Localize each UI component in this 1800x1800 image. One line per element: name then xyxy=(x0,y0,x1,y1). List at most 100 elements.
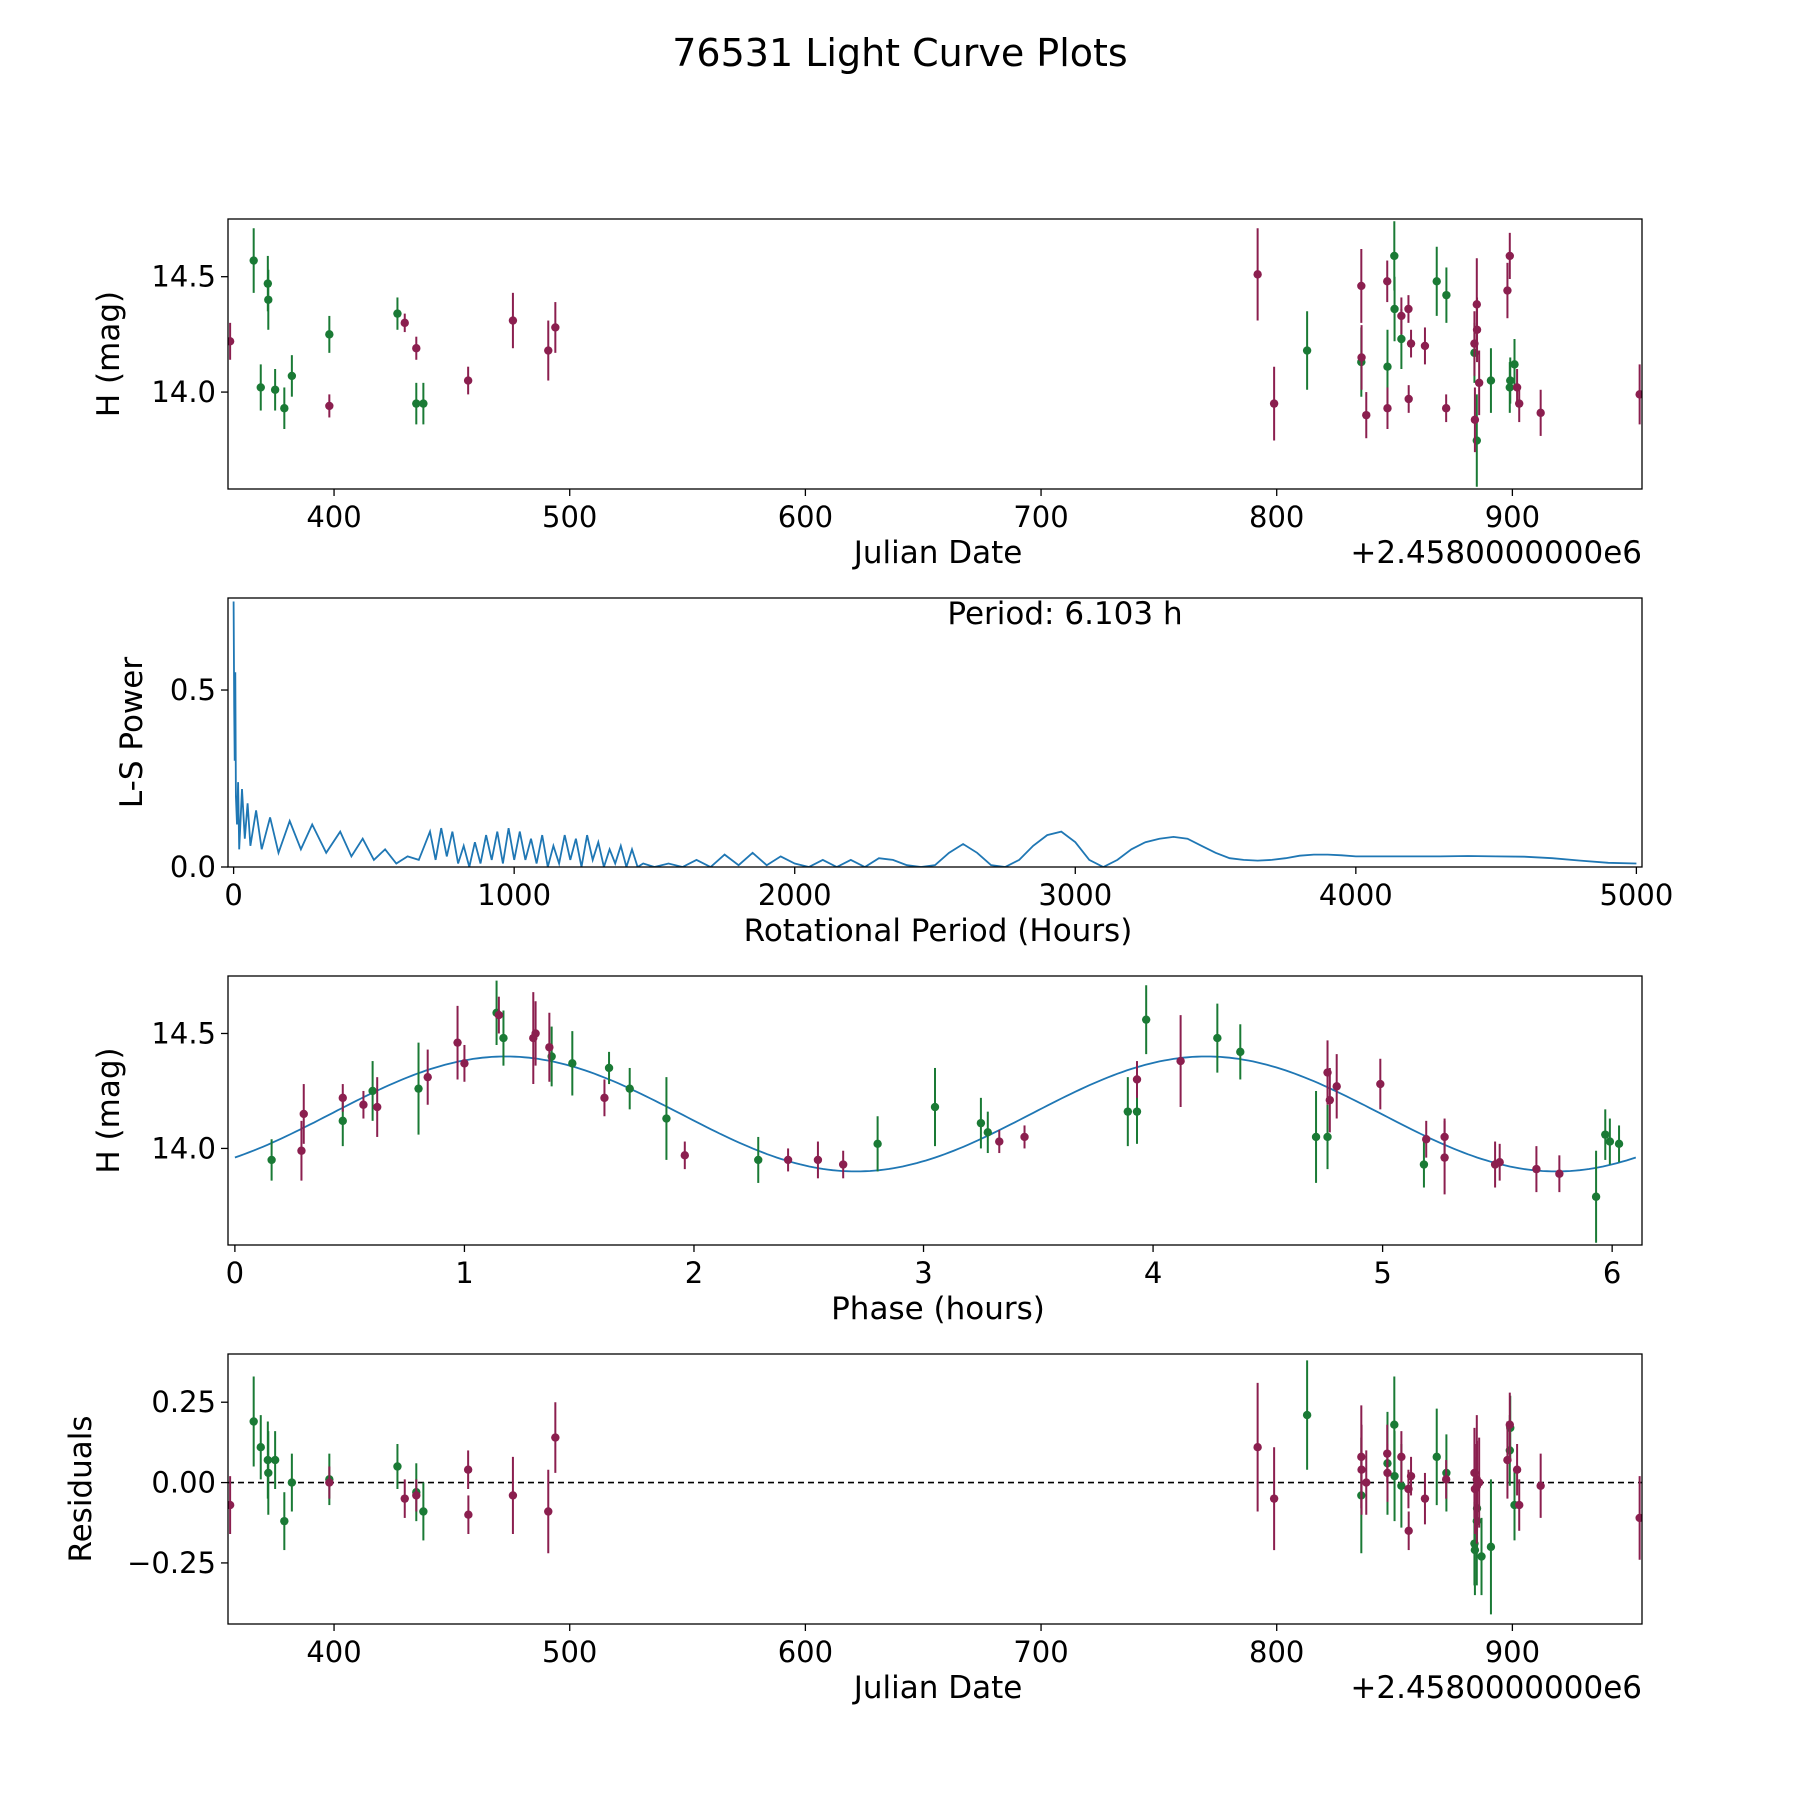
maroon-point-27 xyxy=(1440,1120,1449,1195)
data-point xyxy=(1532,1164,1541,1174)
maroon-point-17 xyxy=(995,1130,1004,1154)
data-point xyxy=(1432,1452,1441,1462)
phased-curve-panel: 0 1 2 3 4 5 6 14.0 14.5 Phase (hours) H (mag) xyxy=(91,975,1643,1327)
data-point xyxy=(419,1507,428,1516)
x-tick-label: 5 xyxy=(1373,1256,1391,1290)
data-point xyxy=(1397,334,1406,344)
green-point-17 xyxy=(1432,246,1441,316)
y-tick-label: 0.5 xyxy=(170,673,216,707)
data-point xyxy=(1325,1095,1335,1105)
maroon-point-9 xyxy=(1253,1382,1262,1512)
x-tick-label: 800 xyxy=(1249,1635,1304,1669)
data-point xyxy=(1515,399,1524,408)
residuals-data xyxy=(228,1360,1642,1615)
data-point xyxy=(545,1043,554,1052)
period-annotation: Period: 6.103 h xyxy=(947,596,1182,632)
data-point xyxy=(1440,1153,1449,1162)
green-point-13 xyxy=(930,1067,940,1147)
maroon-point-19 xyxy=(1420,327,1430,365)
maroon-point-15 xyxy=(1383,1444,1392,1502)
maroon-point-12 xyxy=(1362,392,1371,439)
x-tick-label: 3 xyxy=(914,1256,932,1290)
maroon-point-29 xyxy=(1495,1143,1504,1181)
data-point xyxy=(551,1433,560,1442)
data-point xyxy=(930,1102,940,1112)
maroon-point-8 xyxy=(1253,228,1262,321)
y-tick-label: 14.0 xyxy=(151,375,216,409)
data-point xyxy=(1510,360,1519,369)
maroon-point-10 xyxy=(531,1001,540,1066)
data-point xyxy=(414,1084,423,1093)
data-point xyxy=(551,323,560,332)
maroon-point-6 xyxy=(544,320,553,381)
maroon-point-8 xyxy=(494,996,504,1034)
data-point xyxy=(600,1093,609,1103)
data-point xyxy=(1323,1132,1332,1142)
data-point xyxy=(568,1059,577,1068)
green-point-6 xyxy=(287,1453,297,1512)
data-point xyxy=(325,1478,334,1487)
x-tick-label: 2 xyxy=(685,1256,703,1290)
data-point xyxy=(838,1160,848,1169)
maroon-point-25 xyxy=(1422,1120,1431,1158)
maroon-point-7 xyxy=(460,1044,469,1082)
data-point xyxy=(1601,1130,1610,1139)
data-point xyxy=(783,1155,793,1165)
green-point-7 xyxy=(325,315,334,353)
maroon-point-18 xyxy=(1404,1511,1413,1551)
data-point xyxy=(1357,353,1366,362)
x-tick-label: 1 xyxy=(455,1256,473,1290)
green-point-24 xyxy=(1486,1479,1496,1615)
data-point xyxy=(287,371,297,381)
data-point xyxy=(264,1468,273,1478)
data-point xyxy=(604,1063,614,1073)
data-point xyxy=(1236,1047,1245,1057)
data-point xyxy=(464,1510,473,1519)
maroon-point-32 xyxy=(1635,1476,1642,1560)
data-point xyxy=(297,1146,306,1155)
y-tick-label: 14.5 xyxy=(151,1016,216,1050)
maroon-point-30 xyxy=(1515,1479,1524,1531)
green-point-15 xyxy=(1390,276,1399,342)
light-curve-panel: 400 500 600 700 800 900 14.0 14.5 Julian Date H (… xyxy=(91,218,1643,571)
maroon-point-5 xyxy=(508,292,518,349)
maroon-point-5 xyxy=(423,1049,432,1105)
y-tick-label: 0.00 xyxy=(151,1466,216,1500)
x-axis-label: Julian Date xyxy=(852,535,1023,571)
periodogram-data xyxy=(232,601,1637,867)
data-point xyxy=(1302,1410,1312,1420)
green-point-3 xyxy=(264,1431,273,1515)
green-point-23 xyxy=(1506,357,1515,404)
data-point xyxy=(400,318,409,328)
data-point xyxy=(1470,415,1480,424)
data-point xyxy=(453,1038,462,1047)
green-point-14 xyxy=(976,1097,986,1149)
data-point xyxy=(1605,1137,1615,1146)
maroon-point-29 xyxy=(1515,385,1524,423)
data-point xyxy=(1536,408,1545,418)
data-point xyxy=(499,1033,508,1043)
y-axis-label: Residuals xyxy=(63,1415,99,1562)
green-point-15 xyxy=(983,1111,992,1154)
data-point xyxy=(1477,1552,1486,1561)
data-point xyxy=(531,1029,540,1038)
maroon-point-1 xyxy=(299,1084,308,1144)
green-point-9 xyxy=(625,1067,634,1110)
residuals-panel: 400 500 600 700 800 900 0.25 0.00 −0.25 Julian Da… xyxy=(63,1353,1643,1706)
data-point xyxy=(412,399,421,408)
maroon-point-2 xyxy=(338,1084,347,1112)
green-point-21 xyxy=(1486,348,1496,413)
maroon-point-12 xyxy=(600,1079,609,1117)
data-point xyxy=(1390,1420,1399,1429)
data-point xyxy=(1422,1135,1431,1144)
maroon-point-26 xyxy=(1474,1437,1484,1528)
maroon-point-15 xyxy=(1397,297,1406,335)
green-point-8 xyxy=(393,1444,402,1489)
green-point-6 xyxy=(287,355,297,397)
data-point xyxy=(1472,436,1481,445)
data-point xyxy=(1357,281,1366,291)
maroon-point-13 xyxy=(680,1141,689,1170)
green-point-25 xyxy=(1601,1109,1610,1160)
data-point xyxy=(544,1507,553,1516)
